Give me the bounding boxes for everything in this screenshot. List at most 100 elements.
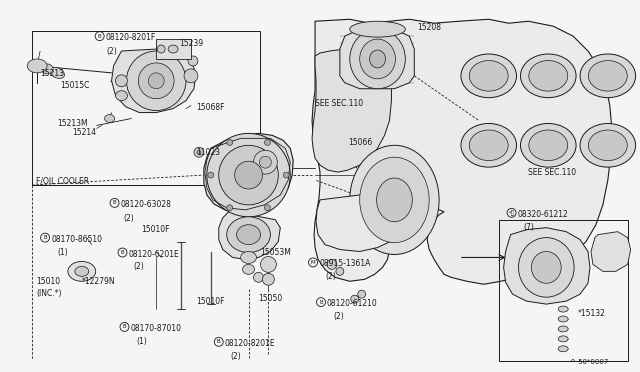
Ellipse shape xyxy=(558,316,568,322)
Ellipse shape xyxy=(529,130,568,161)
Text: M: M xyxy=(311,260,316,265)
Ellipse shape xyxy=(148,73,164,89)
Bar xyxy=(156,39,191,59)
Text: 08120-8201E: 08120-8201E xyxy=(225,339,275,348)
Polygon shape xyxy=(312,19,612,284)
Text: 08120-6201E: 08120-6201E xyxy=(129,250,179,259)
Ellipse shape xyxy=(580,54,636,98)
Ellipse shape xyxy=(520,54,576,98)
Ellipse shape xyxy=(376,178,412,222)
Polygon shape xyxy=(312,49,392,172)
Ellipse shape xyxy=(227,217,270,253)
Ellipse shape xyxy=(351,295,358,303)
Text: 08120-8201F: 08120-8201F xyxy=(106,33,156,42)
Ellipse shape xyxy=(41,64,53,74)
Ellipse shape xyxy=(469,130,508,161)
Text: 15015C: 15015C xyxy=(60,81,90,90)
Text: *15132: *15132 xyxy=(578,309,606,318)
Ellipse shape xyxy=(188,56,198,66)
Text: F/OIL COOLER: F/OIL COOLER xyxy=(36,176,89,185)
Ellipse shape xyxy=(336,267,344,275)
Ellipse shape xyxy=(219,145,278,205)
Ellipse shape xyxy=(138,63,174,99)
Ellipse shape xyxy=(350,145,439,254)
Ellipse shape xyxy=(260,256,276,272)
Ellipse shape xyxy=(529,61,568,91)
Ellipse shape xyxy=(28,59,47,73)
Ellipse shape xyxy=(350,29,405,89)
Text: (2): (2) xyxy=(124,214,134,223)
Ellipse shape xyxy=(518,238,574,297)
Text: 08170-87010: 08170-87010 xyxy=(131,324,181,333)
Polygon shape xyxy=(316,195,407,251)
Text: B: B xyxy=(44,235,47,240)
Text: 15213M: 15213M xyxy=(57,119,88,128)
Text: 15010F: 15010F xyxy=(196,297,225,306)
Text: 08320-61212: 08320-61212 xyxy=(518,210,568,219)
Ellipse shape xyxy=(227,205,233,211)
Ellipse shape xyxy=(241,251,257,263)
Text: B: B xyxy=(123,324,126,330)
Text: (2): (2) xyxy=(325,272,336,281)
Text: 15050: 15050 xyxy=(259,294,283,303)
Ellipse shape xyxy=(243,264,255,274)
Ellipse shape xyxy=(588,130,627,161)
Ellipse shape xyxy=(360,39,396,79)
Bar xyxy=(32,31,260,185)
Bar xyxy=(499,220,628,361)
Text: B: B xyxy=(98,33,102,39)
Ellipse shape xyxy=(259,156,271,168)
Text: *Ⓢ: *Ⓢ xyxy=(509,210,515,216)
Ellipse shape xyxy=(264,140,270,145)
Ellipse shape xyxy=(194,147,204,157)
Ellipse shape xyxy=(116,91,127,101)
Ellipse shape xyxy=(558,346,568,352)
Ellipse shape xyxy=(558,336,568,342)
Polygon shape xyxy=(204,134,293,212)
Text: 15053M: 15053M xyxy=(260,247,291,257)
Text: ^ 50*0007: ^ 50*0007 xyxy=(570,359,609,365)
Text: 08170-86510: 08170-86510 xyxy=(51,235,102,244)
Ellipse shape xyxy=(461,54,516,98)
Text: (2): (2) xyxy=(107,47,117,56)
Polygon shape xyxy=(111,49,196,113)
Polygon shape xyxy=(591,232,630,271)
Text: (1): (1) xyxy=(136,337,147,346)
Ellipse shape xyxy=(75,266,89,276)
Ellipse shape xyxy=(253,272,264,282)
Ellipse shape xyxy=(197,150,201,154)
Ellipse shape xyxy=(520,124,576,167)
Text: SEE SEC.110: SEE SEC.110 xyxy=(315,99,363,108)
Text: 11023: 11023 xyxy=(196,148,220,157)
Text: B: B xyxy=(217,339,221,344)
Text: 15214: 15214 xyxy=(72,128,96,137)
Text: (2): (2) xyxy=(133,262,144,272)
Text: *12279N: *12279N xyxy=(82,277,115,286)
Ellipse shape xyxy=(350,21,405,37)
Text: (7): (7) xyxy=(524,223,534,232)
Ellipse shape xyxy=(208,172,214,178)
Ellipse shape xyxy=(469,61,508,91)
Ellipse shape xyxy=(558,326,568,332)
Text: 08915-1361A: 08915-1361A xyxy=(319,259,371,269)
Ellipse shape xyxy=(116,75,127,87)
Text: (1): (1) xyxy=(57,247,68,257)
Text: 15010: 15010 xyxy=(36,277,60,286)
Text: 15066: 15066 xyxy=(348,138,372,147)
Text: (2): (2) xyxy=(333,312,344,321)
Ellipse shape xyxy=(157,45,165,53)
Ellipse shape xyxy=(104,115,115,122)
Text: 15010F: 15010F xyxy=(141,225,170,234)
Ellipse shape xyxy=(264,205,270,211)
Ellipse shape xyxy=(227,140,233,145)
Text: 15208: 15208 xyxy=(417,23,441,32)
Ellipse shape xyxy=(49,67,65,78)
Text: 15239: 15239 xyxy=(179,39,203,48)
Text: 08120-61210: 08120-61210 xyxy=(327,299,378,308)
Ellipse shape xyxy=(127,51,186,110)
Ellipse shape xyxy=(580,124,636,167)
Text: (INC.*): (INC.*) xyxy=(36,289,61,298)
Text: 08120-63028: 08120-63028 xyxy=(120,200,172,209)
Polygon shape xyxy=(219,210,280,259)
Ellipse shape xyxy=(461,124,516,167)
